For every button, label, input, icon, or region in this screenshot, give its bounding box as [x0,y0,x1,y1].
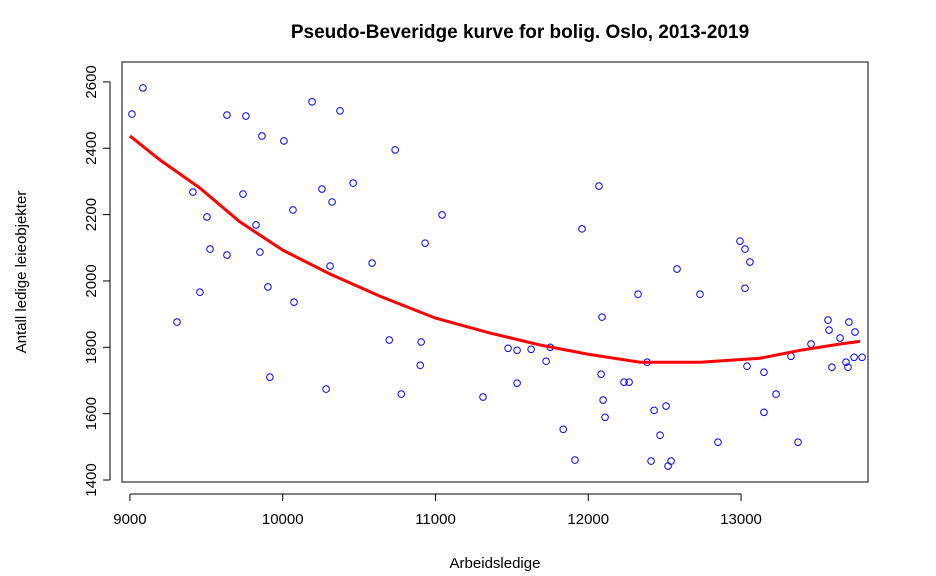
point [206,245,214,253]
point [824,316,832,324]
point [620,378,628,386]
x-tick-label: 13000 [720,511,762,528]
y-tick-label: 2400 [83,132,100,165]
point [264,283,272,291]
point [825,326,833,334]
x-tick-label: 11000 [415,511,456,528]
point [479,393,487,401]
point [746,258,754,266]
y-tick-label: 1600 [83,397,100,430]
point [736,237,744,245]
point [290,298,298,306]
y-tick-label: 2200 [83,198,100,231]
y-tick-label: 2000 [83,264,100,297]
point [189,188,197,196]
point [595,182,603,190]
point [559,425,568,434]
point [858,353,866,362]
point [696,290,704,299]
point [173,318,181,326]
point [513,346,521,355]
point [438,211,446,219]
point [656,431,664,440]
point [850,353,858,362]
point [280,137,288,145]
point [421,239,429,247]
point [741,284,749,293]
point [322,385,330,393]
point [139,84,147,92]
x-tick-label: 10000 [262,511,304,528]
point [599,396,607,404]
point [336,106,344,115]
point [571,456,579,464]
point [647,457,655,465]
point [328,198,336,206]
point [836,334,844,342]
point [513,379,521,387]
point [239,190,247,198]
x-tick-label: 9000 [113,511,146,528]
point [256,248,264,256]
point [634,290,642,299]
point [741,245,749,253]
point [326,262,334,270]
point [417,338,425,346]
point [673,265,681,273]
point [391,146,399,154]
y-axis-label: Antall ledige leieobjekter [13,191,30,354]
x-axis-label: Arbeidsledige [450,555,541,572]
point [650,406,658,415]
point [385,336,394,344]
plot-frame [121,61,869,483]
point [368,259,376,267]
point [844,363,852,372]
fit-line [129,134,861,364]
point [242,112,250,120]
point [845,318,853,326]
point [542,357,550,366]
point [196,288,204,297]
point [597,370,605,378]
point [601,413,609,422]
point [527,345,535,354]
point [266,373,274,381]
point [667,457,675,465]
point [128,110,136,118]
point [625,378,633,386]
point [397,390,406,398]
point [258,132,266,140]
point [851,328,859,336]
point [203,213,211,221]
point [794,438,802,446]
y-tick-label: 1800 [83,331,100,364]
point [662,402,670,410]
point [223,251,231,259]
point [743,362,751,371]
point [223,111,231,119]
point [842,358,850,367]
point [349,179,357,187]
point [772,390,780,398]
point [308,98,316,106]
point [807,340,815,348]
point [664,462,672,470]
point [714,438,722,446]
point [598,313,606,321]
y-tick-label: 1400 [83,463,100,496]
point [828,363,836,372]
point [504,344,512,353]
y-tick-label: 2600 [83,65,100,98]
point [289,206,297,214]
point [760,408,768,417]
point [416,361,425,370]
point [318,185,326,193]
point [578,225,586,233]
point [760,368,768,376]
x-tick-label: 12000 [567,511,609,528]
point [252,221,260,229]
chart-title: Pseudo-Beveridge kurve for bolig. Oslo, … [291,22,749,43]
